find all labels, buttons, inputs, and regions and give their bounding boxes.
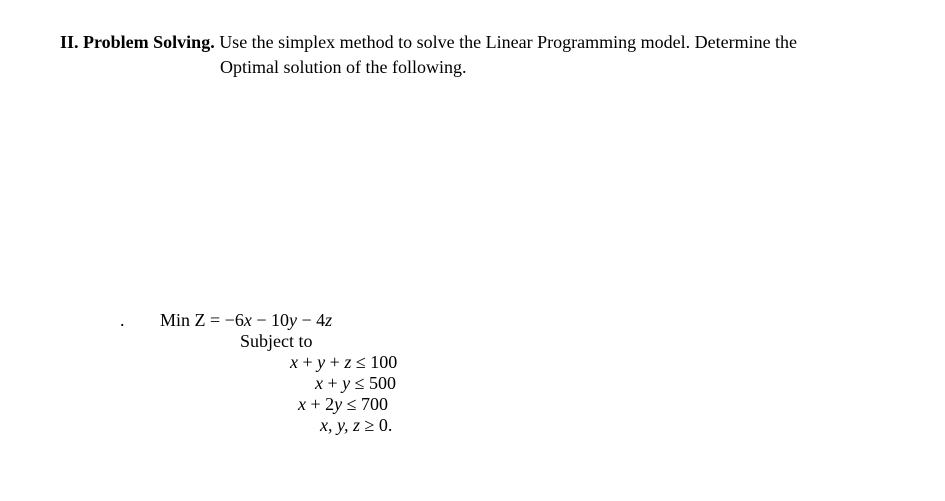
c4-rel: ≥ bbox=[365, 415, 379, 435]
constraint-4: x, y, z ≥ 0. bbox=[120, 415, 885, 436]
constraint-2: x + y ≤ 500 bbox=[120, 373, 885, 394]
c2-rel: ≤ bbox=[355, 373, 369, 393]
heading-line-2: Optimal solution of the following. bbox=[60, 55, 885, 80]
subject-to-line: Subject to bbox=[120, 331, 885, 352]
var-y: y bbox=[289, 310, 297, 330]
var-z: z bbox=[325, 310, 332, 330]
heading-line-1: II. Problem Solving. Use the simplex met… bbox=[60, 30, 885, 55]
c3-v1: x bbox=[298, 394, 306, 414]
section-label: II. Problem Solving. bbox=[60, 32, 215, 52]
objective-prefix: Min Z = bbox=[160, 310, 225, 330]
c1-v1: x bbox=[290, 352, 298, 372]
c3-op1: + bbox=[306, 394, 325, 414]
constraint-3: x + 2y ≤ 700 bbox=[120, 394, 885, 415]
objective-line: .Min Z = −6x − 10y − 4z bbox=[120, 310, 885, 331]
c3-rel: ≤ bbox=[347, 394, 361, 414]
c3-v2: y bbox=[334, 394, 347, 414]
c2-v2: y bbox=[342, 373, 355, 393]
var-x: x bbox=[244, 310, 252, 330]
c4-vars: x, y, z bbox=[320, 415, 365, 435]
c2-rhs: 500 bbox=[369, 373, 396, 393]
c1-v3: z bbox=[344, 352, 356, 372]
c2-op1: + bbox=[323, 373, 342, 393]
constraint-1: x + y + z ≤ 100 bbox=[120, 352, 885, 373]
subject-to-label: Subject to bbox=[240, 331, 313, 351]
c1-op2: + bbox=[330, 352, 345, 372]
instruction-part1: Use the simplex method to solve the Line… bbox=[215, 32, 797, 52]
minus-3: − bbox=[297, 310, 316, 330]
c4-rhs: 0. bbox=[379, 415, 393, 435]
c1-rhs: 100 bbox=[370, 352, 397, 372]
c1-rel: ≤ bbox=[356, 352, 370, 372]
minus-2: − bbox=[252, 310, 271, 330]
c3-c2: 2 bbox=[325, 394, 334, 414]
coef-2: 10 bbox=[271, 310, 289, 330]
c2-v1: x bbox=[315, 373, 323, 393]
coef-1: 6 bbox=[235, 310, 244, 330]
c1-v2: y bbox=[317, 352, 330, 372]
instruction-part2: Optimal solution of the following. bbox=[220, 57, 466, 77]
neg-sign-1: − bbox=[225, 310, 235, 330]
c3-rhs: 700 bbox=[361, 394, 388, 414]
coef-3: 4 bbox=[316, 310, 325, 330]
problem-block: .Min Z = −6x − 10y − 4z Subject to x + y… bbox=[60, 310, 885, 436]
c1-op1: + bbox=[298, 352, 317, 372]
problem-marker: . bbox=[120, 310, 160, 331]
